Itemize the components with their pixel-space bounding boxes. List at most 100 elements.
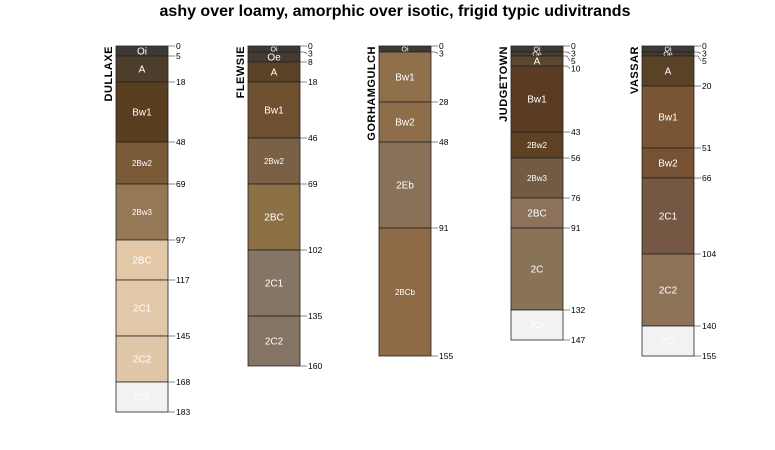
depth-label: 5 (571, 56, 576, 66)
horizon-band (641, 325, 695, 357)
horizon-label: 2Bw3 (132, 208, 153, 217)
profiles-group: DULLAXE OiABw12Bw22Bw32BC2C12C22Cr0518486… (103, 41, 716, 417)
depth-leader (566, 51, 571, 54)
horizon-band (641, 85, 695, 149)
horizon-label: Bw1 (527, 95, 547, 106)
profile-name: DULLAXE (103, 46, 115, 101)
horizon-label: Oe (663, 52, 672, 59)
horizon-band (115, 81, 169, 143)
horizon-band (378, 101, 432, 143)
profile-gorhamgulch: GORHAMGULCH Oi Bw1 Bw2 2Eb 2BCb 03 28 48 91 155 (366, 41, 453, 361)
horizon-label: Bw1 (264, 106, 284, 117)
depth-label: 147 (571, 335, 585, 345)
depth-leader (303, 51, 308, 54)
horizon-label: 2Eb (396, 181, 414, 192)
depth-label: 104 (702, 249, 716, 259)
horizon-band (510, 197, 564, 229)
depth-label: 102 (308, 245, 322, 255)
horizon-label: A (139, 65, 146, 76)
depth-label: 160 (308, 361, 322, 371)
horizon-label: 2C1 (265, 279, 284, 290)
depth-label: 91 (571, 223, 581, 233)
depth-label: 8 (308, 57, 313, 67)
horizon-band (510, 309, 564, 341)
depth-label: 0 (571, 41, 576, 51)
horizon-band (510, 131, 564, 159)
horizon-label: 2Cr (529, 321, 546, 332)
depth-label: 168 (176, 377, 190, 387)
depth-leader (697, 55, 702, 62)
depth-label: 5 (702, 56, 707, 66)
depth-label: 69 (176, 179, 186, 189)
depth-label: 3 (439, 49, 444, 59)
depth-leader (697, 51, 702, 54)
horizon-label: 2BC (527, 209, 546, 220)
horizon-band (247, 137, 301, 185)
depth-label: 91 (439, 223, 449, 233)
profile-name: JUDGETOWN (498, 46, 510, 122)
depth-label: 135 (308, 311, 322, 321)
horizon-label: Bw1 (132, 108, 152, 119)
depth-label: 56 (571, 153, 581, 163)
horizon-band (115, 55, 169, 83)
horizon-band (641, 253, 695, 327)
horizon-label: Oe (532, 52, 541, 59)
depth-label: 51 (702, 143, 712, 153)
depth-leader (434, 51, 439, 54)
horizon-label: Oi (402, 47, 409, 54)
horizon-band (115, 239, 169, 281)
depth-label: 69 (308, 179, 318, 189)
figure-title: ashy over loamy, amorphic over isotic, f… (160, 3, 631, 20)
horizon-label: 2Bw2 (264, 157, 285, 166)
depth-leader (566, 55, 571, 62)
horizon-label: 2BCb (395, 288, 416, 297)
depth-label: 0 (176, 41, 181, 51)
depth-label: 0 (439, 41, 444, 51)
horizon-label: 2Bw3 (527, 174, 548, 183)
horizon-label: 2Bw2 (132, 159, 153, 168)
horizon-label: Bw1 (658, 113, 678, 124)
depth-label: 66 (702, 173, 712, 183)
horizon-label: A (534, 57, 541, 68)
depth-label: 3 (571, 49, 576, 59)
depth-label: 48 (176, 137, 186, 147)
horizon-band (115, 335, 169, 383)
horizon-label: 2C2 (659, 286, 678, 297)
horizon-band (115, 279, 169, 337)
depth-label: 155 (702, 351, 716, 361)
depth-label: 97 (176, 235, 186, 245)
depth-label: 18 (308, 77, 318, 87)
horizon-label: Bw2 (658, 159, 678, 170)
horizon-band (247, 183, 301, 251)
depth-label: 145 (176, 331, 190, 341)
profile-name: GORHAMGULCH (366, 46, 378, 141)
horizon-label: 2BC (264, 213, 283, 224)
depth-label: 0 (308, 41, 313, 51)
horizon-label: A (665, 67, 672, 78)
horizon-label: 2BC (132, 256, 151, 267)
horizon-label: Oi (271, 47, 278, 54)
depth-label: 76 (571, 193, 581, 203)
horizon-label: Oi (665, 47, 672, 54)
depth-label: 43 (571, 127, 581, 137)
horizon-label: 2Bw2 (527, 141, 548, 150)
depth-label: 117 (176, 275, 190, 285)
horizon-band (641, 147, 695, 179)
depth-label: 3 (702, 49, 707, 59)
horizon-band (510, 227, 564, 311)
depth-label: 46 (308, 133, 318, 143)
depth-label: 0 (702, 41, 707, 51)
horizon-band (378, 141, 432, 229)
horizon-label: Oi (534, 47, 541, 54)
profile-dullaxe: DULLAXE Oi A Bw1 2Bw2 2Bw3 2BC 2C1 2C2 2Cr 05 18 48 6… (103, 41, 190, 417)
profile-name: FLEWSIE (235, 46, 247, 98)
depth-label: 132 (571, 305, 585, 315)
depth-leader (566, 65, 571, 69)
depth-label: 3 (308, 49, 313, 59)
horizon-band (247, 249, 301, 317)
horizon-label: 2Cr (134, 393, 151, 404)
horizon-band (378, 227, 432, 357)
profile-name: VASSAR (629, 46, 641, 94)
